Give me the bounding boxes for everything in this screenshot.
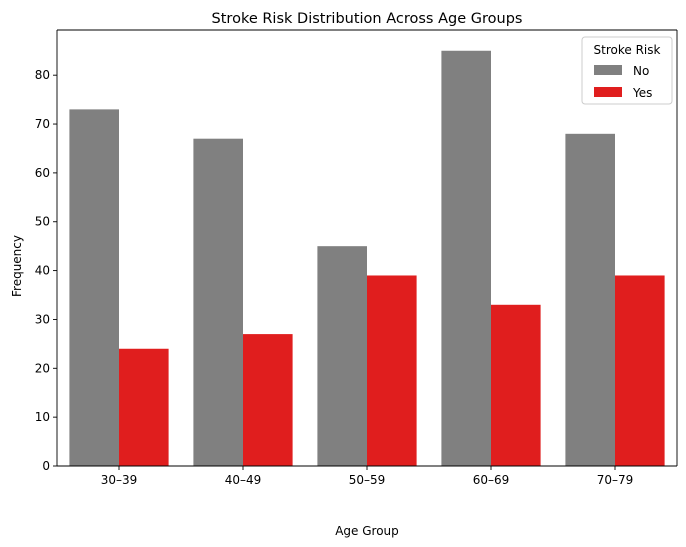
y-tick-label: 0: [42, 459, 50, 473]
y-tick-label: 70: [35, 117, 50, 131]
legend-label-no: No: [633, 64, 649, 78]
legend-title: Stroke Risk: [594, 43, 661, 57]
bar-no-3: [317, 246, 367, 466]
chart-title: Stroke Risk Distribution Across Age Grou…: [212, 11, 523, 27]
x-tick-label: 50–59: [349, 473, 386, 487]
y-tick-label: 60: [35, 166, 50, 180]
y-axis-label: Frequency: [10, 235, 24, 297]
plot-area: 0 10 20 30 40 50 60 70 80 30–39 40–49 50–59 60–69 70–…: [35, 29, 678, 487]
y-tick-label: 80: [35, 68, 50, 82]
bar-yes-1: [119, 348, 169, 466]
x-tick-label: 40–49: [225, 473, 262, 487]
y-tick-label: 50: [35, 215, 50, 229]
y-tick-label: 30: [35, 312, 50, 326]
bar-yes-4: [491, 304, 541, 466]
x-tick-label: 60–69: [473, 473, 510, 487]
x-axis-label: Age Group: [335, 524, 399, 538]
y-tick-label: 20: [35, 361, 50, 375]
bar-no-1: [69, 109, 119, 466]
legend: Stroke Risk No Yes: [581, 36, 673, 105]
bar-no-5: [565, 133, 615, 466]
legend-swatch-no: [594, 65, 622, 75]
legend-swatch-yes: [594, 87, 622, 97]
y-tick-label: 40: [35, 264, 50, 278]
bar-yes-2: [243, 334, 293, 466]
bar-yes-5: [615, 275, 665, 466]
legend-label-yes: Yes: [632, 86, 652, 100]
x-tick-label: 70–79: [597, 473, 634, 487]
bar-yes-3: [367, 275, 417, 466]
x-tick-label: 30–39: [101, 473, 138, 487]
bar-no-4: [441, 50, 491, 466]
bar-no-2: [193, 138, 243, 466]
y-tick-label: 10: [35, 410, 50, 424]
